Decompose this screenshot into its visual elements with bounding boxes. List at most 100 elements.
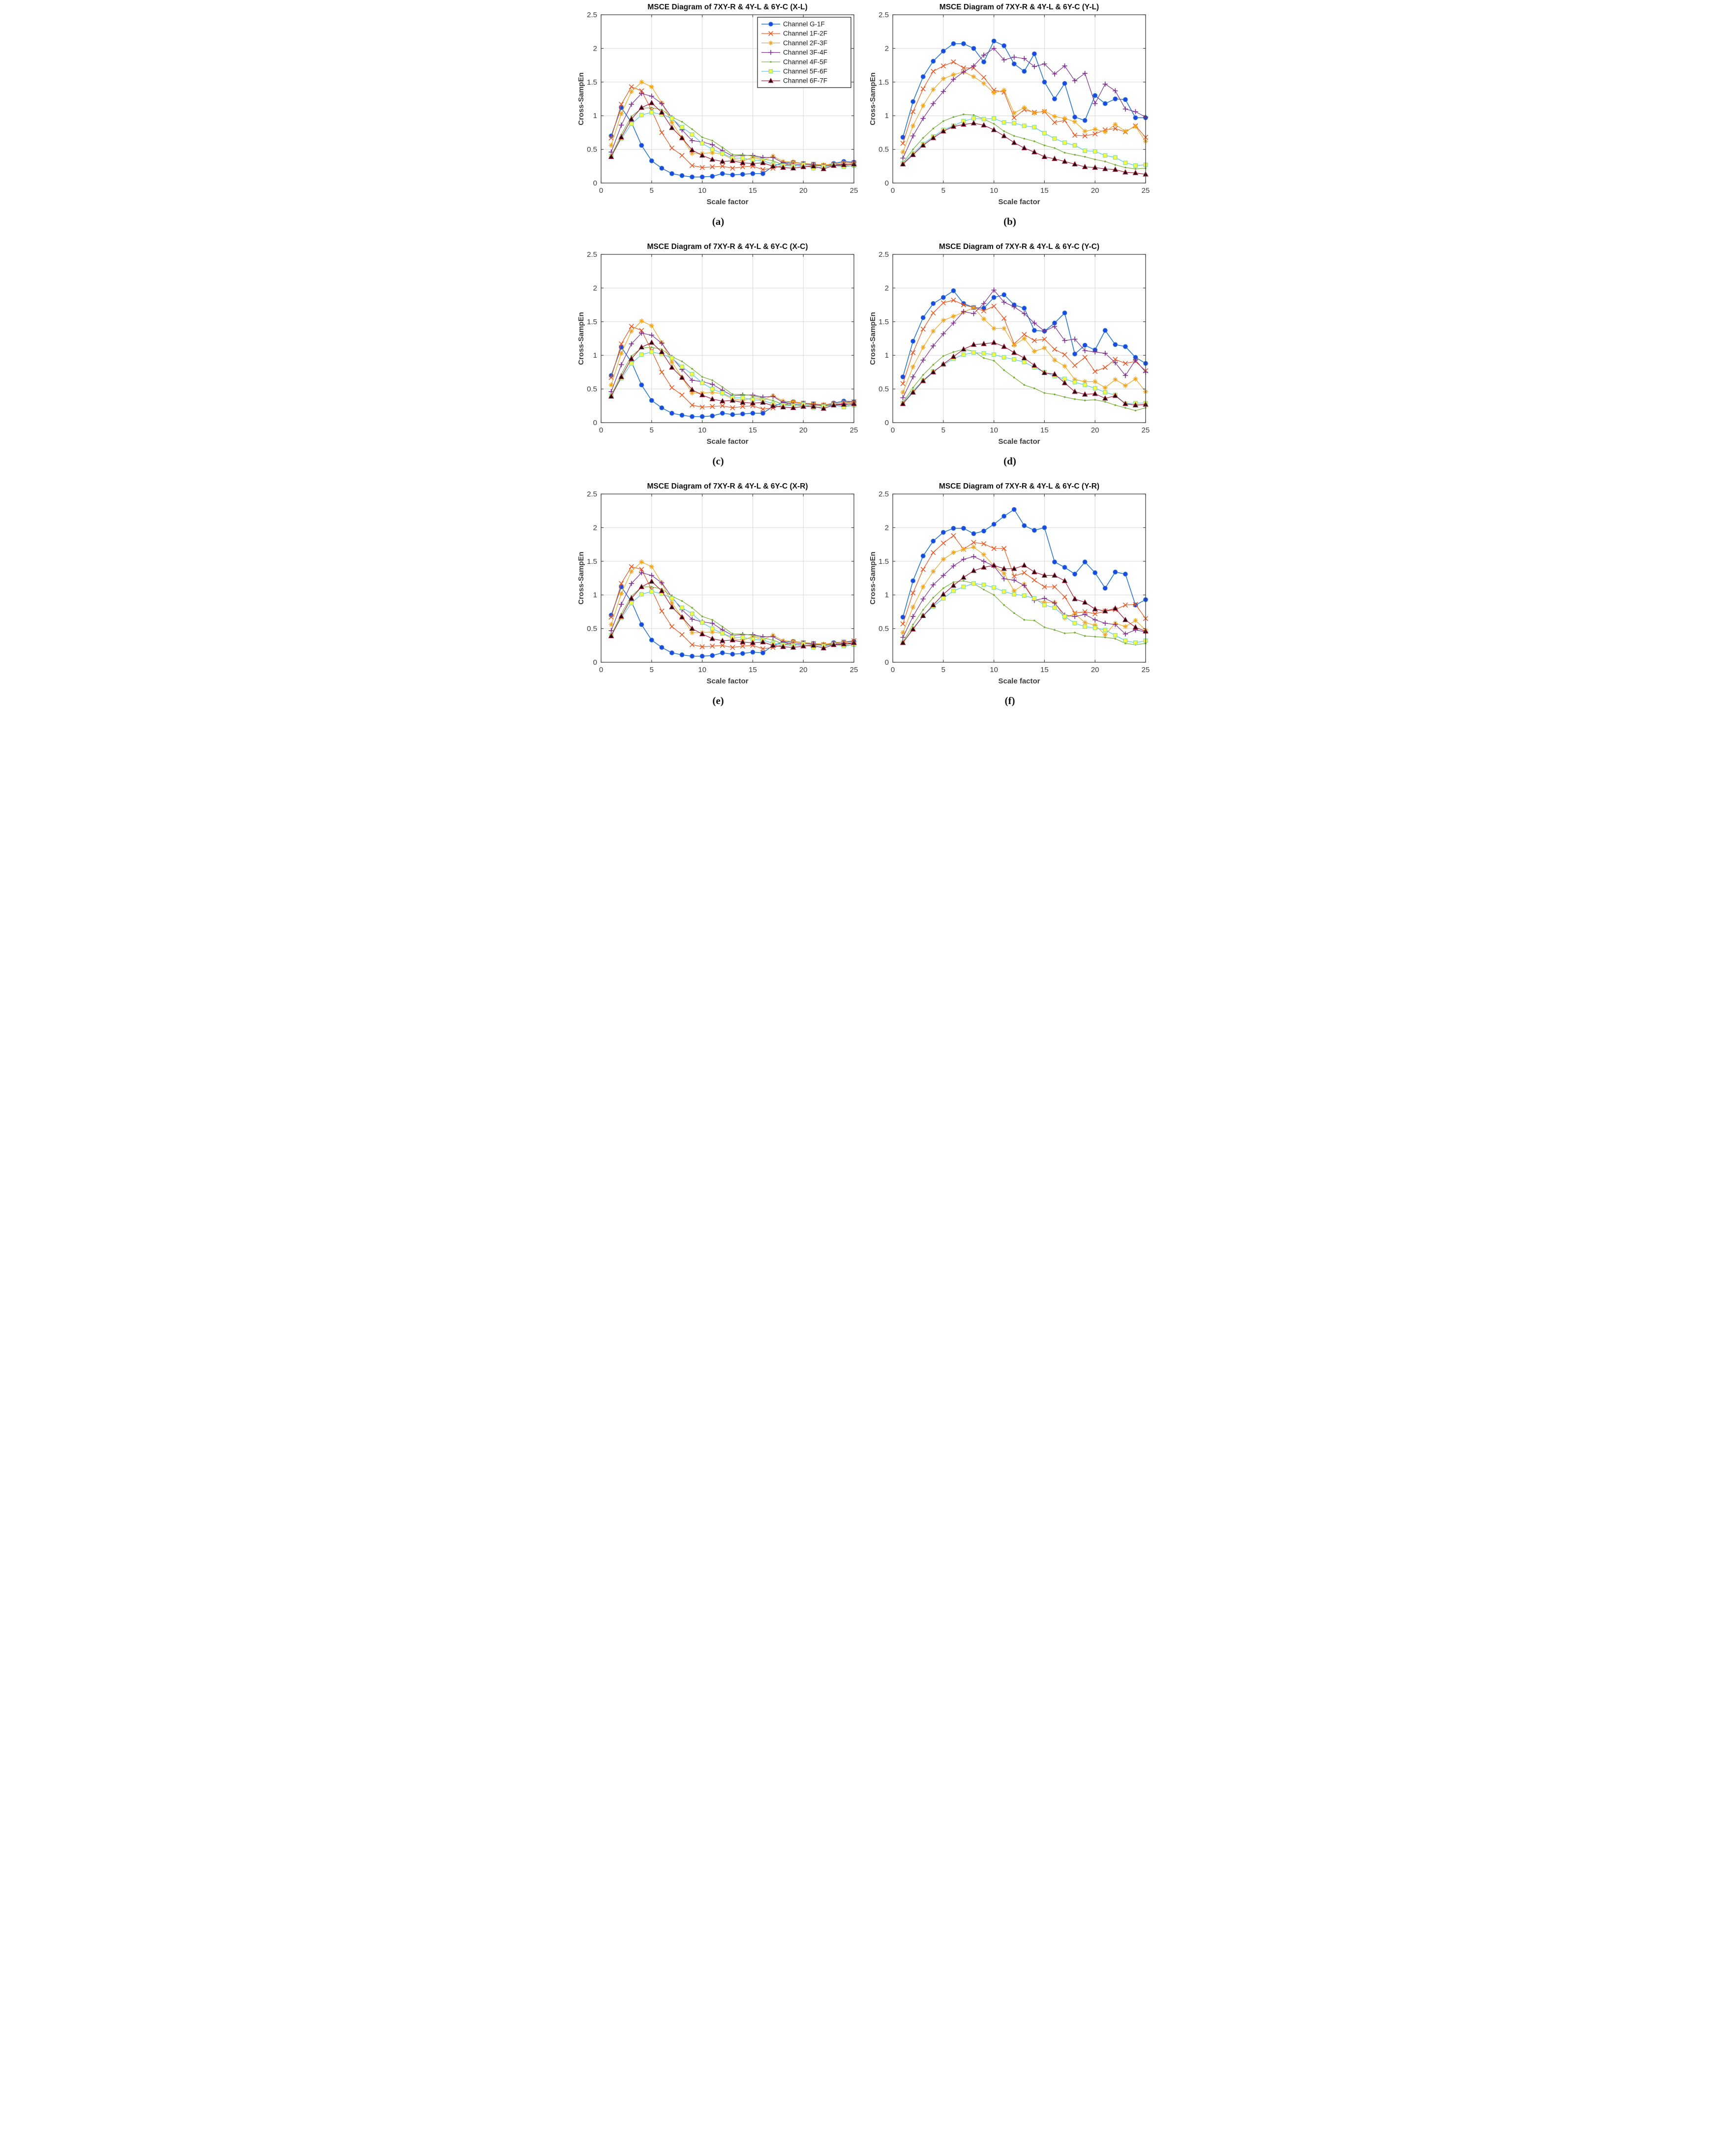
svg-text:20: 20: [799, 426, 808, 434]
y-axis-label: Cross-SampEn: [577, 72, 585, 125]
axes-box: 0 5 10 15 20 25 0 0.5 1 1.5 2 2.5: [587, 250, 858, 434]
svg-text:Channel 6F-7F: Channel 6F-7F: [783, 77, 827, 85]
svg-text:Channel 1F-2F: Channel 1F-2F: [783, 30, 827, 37]
panel-b: 0 5 10 15 20 25 0 0.5 1 1.5 2 2.5 MSCE Diagram of 7X…: [867, 2, 1153, 239]
series-channel-5f-6f: [901, 581, 1148, 645]
chart-b: 0 5 10 15 20 25 0 0.5 1 1.5 2 2.5 MSCE Diagram of 7X…: [869, 3, 1150, 206]
series-channel-3f-4f: [900, 46, 1149, 161]
panel-caption-b: (b): [1003, 216, 1016, 227]
svg-text:2: 2: [593, 284, 597, 292]
svg-text:1.5: 1.5: [879, 557, 889, 566]
chart-d: 0 5 10 15 20 25 0 0.5 1 1.5 2 2.5 MSCE Diagram of 7X…: [869, 243, 1150, 446]
panel-caption-c: (c): [712, 455, 724, 467]
svg-text:1.5: 1.5: [879, 318, 889, 326]
svg-text:0: 0: [891, 186, 895, 195]
svg-text:0: 0: [891, 426, 895, 434]
svg-text:25: 25: [1142, 666, 1150, 674]
svg-text:2.5: 2.5: [879, 490, 889, 498]
axes-box: 0 5 10 15 20 25 0 0.5 1 1.5 2 2.5: [587, 490, 858, 674]
svg-text:15: 15: [749, 186, 757, 195]
svg-text:2.5: 2.5: [587, 490, 597, 498]
chart-title: MSCE Diagram of 7XY-R & 4Y-L & 6Y-C (Y-C…: [939, 243, 1099, 251]
svg-text:0.5: 0.5: [587, 625, 597, 633]
series-channel-5f-6f: [901, 116, 1148, 168]
svg-text:15: 15: [1040, 666, 1049, 674]
svg-text:10: 10: [990, 426, 998, 434]
svg-text:0: 0: [599, 426, 603, 434]
svg-text:2.5: 2.5: [587, 11, 597, 19]
svg-text:25: 25: [850, 426, 858, 434]
grid: [893, 254, 1146, 423]
svg-text:1.5: 1.5: [587, 78, 597, 87]
svg-text:10: 10: [698, 186, 706, 195]
series-channel-4f-5f: [902, 580, 1147, 646]
panel-e: 0 5 10 15 20 25 0 0.5 1 1.5 2 2.5 MSCE Diagram of 7X…: [575, 481, 862, 718]
svg-text:20: 20: [1091, 426, 1099, 434]
svg-text:1: 1: [885, 351, 889, 360]
grid: [893, 493, 1146, 662]
x-axis-label: Scale factor: [706, 677, 748, 685]
axes-box: 0 5 10 15 20 25 0 0.5 1 1.5 2 2.5: [879, 11, 1150, 195]
x-axis-label: Scale factor: [998, 437, 1040, 446]
svg-text:1: 1: [885, 591, 889, 599]
chart-c: 0 5 10 15 20 25 0 0.5 1 1.5 2 2.5 MSCE Diagram of 7X…: [577, 243, 858, 446]
panel-c: 0 5 10 15 20 25 0 0.5 1 1.5 2 2.5 MSCE Diagram of 7X…: [575, 242, 862, 478]
svg-text:0: 0: [593, 658, 597, 667]
y-axis-label: Cross-SampEn: [577, 552, 585, 605]
svg-text:0.5: 0.5: [587, 146, 597, 154]
grid: [893, 14, 1146, 183]
svg-text:5: 5: [941, 666, 945, 674]
series-channel-3f-4f: [900, 287, 1149, 400]
axes-box: 0 5 10 15 20 25 0 0.5 1 1.5 2 2.5: [587, 11, 858, 195]
svg-text:10: 10: [698, 666, 706, 674]
svg-text:20: 20: [1091, 186, 1099, 195]
figure-container: 0 5 10 15 20 25 0 0.5 1 1.5 2 2.5 MSCE Diagram of 7X…: [575, 0, 1153, 718]
svg-text:0: 0: [593, 419, 597, 427]
panel-caption-a: (a): [712, 216, 725, 227]
svg-text:2.5: 2.5: [879, 11, 889, 19]
series-channel-6f-7f: [900, 562, 1149, 645]
svg-text:Channel 2F-3F: Channel 2F-3F: [783, 39, 827, 47]
svg-text:5: 5: [650, 666, 654, 674]
panel-caption-f: (f): [1004, 695, 1015, 707]
svg-text:1.5: 1.5: [587, 557, 597, 566]
svg-text:0.5: 0.5: [879, 146, 889, 154]
svg-text:5: 5: [650, 426, 654, 434]
series-channel-2f-3f: [900, 305, 1148, 395]
chart-title: MSCE Diagram of 7XY-R & 4Y-L & 6Y-C (X-L…: [647, 3, 807, 11]
svg-text:15: 15: [749, 666, 757, 674]
svg-text:2: 2: [593, 524, 597, 532]
svg-text:Channel 4F-5F: Channel 4F-5F: [783, 58, 827, 65]
series-channel-2f-3f: [900, 545, 1148, 637]
svg-text:20: 20: [799, 666, 808, 674]
svg-text:25: 25: [850, 186, 858, 195]
series-channel-6f-7f: [900, 339, 1149, 407]
svg-text:5: 5: [941, 426, 945, 434]
svg-text:25: 25: [850, 666, 858, 674]
svg-text:2: 2: [885, 44, 889, 53]
grid: [601, 254, 854, 423]
svg-text:5: 5: [650, 186, 654, 195]
grid: [601, 493, 854, 662]
svg-text:15: 15: [1040, 426, 1049, 434]
panel-d: 0 5 10 15 20 25 0 0.5 1 1.5 2 2.5 MSCE Diagram of 7X…: [867, 242, 1153, 478]
svg-text:2.5: 2.5: [587, 250, 597, 259]
svg-text:2.5: 2.5: [879, 250, 889, 259]
x-axis-label: Scale factor: [706, 437, 748, 446]
series-channel-6f-7f: [608, 578, 857, 650]
y-axis-label: Cross-SampEn: [869, 552, 877, 605]
y-axis-label: Cross-SampEn: [869, 72, 877, 125]
svg-text:25: 25: [1142, 186, 1150, 195]
chart-a: 0 5 10 15 20 25 0 0.5 1 1.5 2 2.5 MSCE Diagram of 7X…: [577, 3, 858, 206]
svg-text:1.5: 1.5: [587, 318, 597, 326]
svg-text:10: 10: [990, 666, 998, 674]
svg-text:5: 5: [941, 186, 945, 195]
y-axis-label: Cross-SampEn: [869, 312, 877, 365]
series-channel-6f-7f: [608, 339, 857, 411]
x-axis-label: Scale factor: [706, 198, 748, 206]
chart-title: MSCE Diagram of 7XY-R & 4Y-L & 6Y-C (Y-L…: [940, 3, 1099, 11]
series-channel-g-1f: [900, 288, 1148, 379]
svg-text:2: 2: [593, 44, 597, 53]
svg-text:1.5: 1.5: [879, 78, 889, 87]
svg-text:1: 1: [593, 591, 597, 599]
